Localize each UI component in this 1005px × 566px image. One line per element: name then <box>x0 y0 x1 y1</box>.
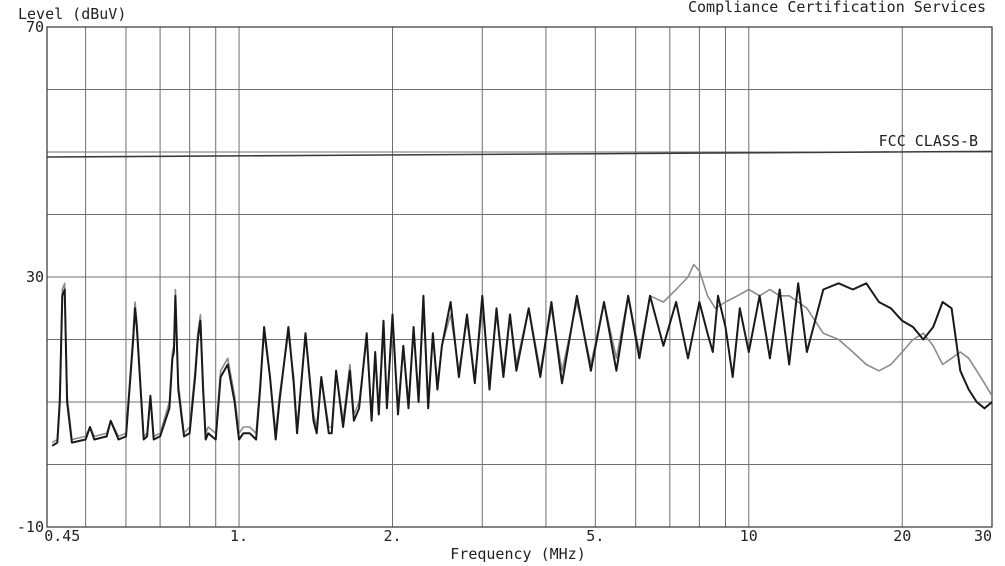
x-tick-label: 0.45 <box>44 527 80 545</box>
x-tick-label: 10 <box>740 527 758 545</box>
x-tick-label: 2. <box>383 527 401 545</box>
x-tick-label: 1. <box>230 527 248 545</box>
limit-line <box>46 150 993 158</box>
x-axis-label: Frequency (MHz) <box>450 545 585 563</box>
y-axis-label: Level (dBuV) <box>18 5 126 23</box>
limit-layer <box>46 150 993 158</box>
series-line-1 <box>51 282 993 447</box>
series-layer <box>51 263 993 447</box>
y-tick-label: 70 <box>26 18 44 36</box>
x-tick-label: 5. <box>586 527 604 545</box>
y-tick-label: 30 <box>26 268 44 286</box>
tick-layer: 70 30 -10 0.45 1. 2. 5. 10 20 30 <box>17 18 992 545</box>
plot-frame <box>46 26 993 528</box>
limit-line-label: FCC CLASS-B <box>879 132 978 150</box>
grid-layer <box>47 26 993 528</box>
x-tick-label: 20 <box>893 527 911 545</box>
y-tick-label: -10 <box>17 518 44 536</box>
chart-title: Compliance Certification Services <box>688 0 986 16</box>
x-tick-label: 30 <box>974 527 992 545</box>
